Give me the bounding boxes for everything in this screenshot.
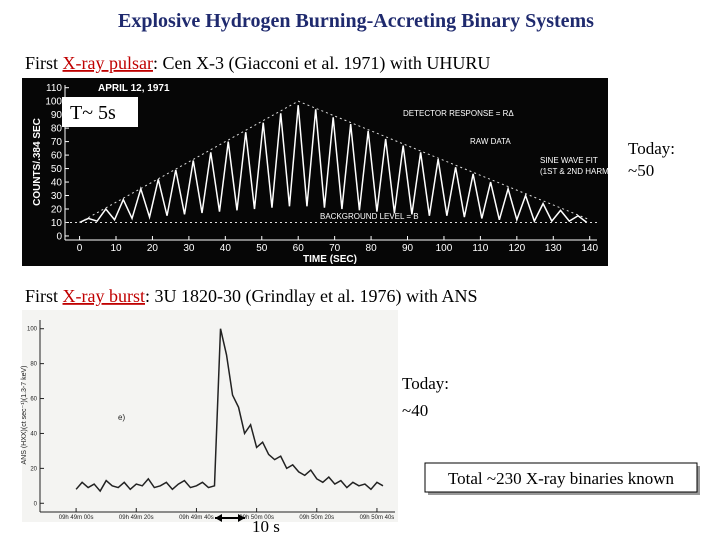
x-tick-label: 09h 50m 20s: [299, 515, 334, 521]
date-label: APRIL 12, 1971: [98, 83, 170, 94]
caption-rest: : 3U 1820-30 (Grindlay et al. 1976) with…: [145, 286, 477, 307]
caption-lead: First: [25, 286, 63, 306]
panel-label: e): [118, 413, 125, 422]
y-tick-label: 30: [51, 191, 63, 202]
annotation: (1ST & 2ND HARMONIC): [540, 167, 632, 176]
y-tick-label: 20: [30, 466, 37, 472]
y-tick-label: 40: [30, 431, 37, 437]
period-note: T~ 5s: [70, 102, 116, 124]
x-tick-label: 120: [508, 243, 525, 254]
x-tick-label: 80: [366, 243, 378, 254]
x-tick-label: 10: [110, 243, 122, 254]
y-axis-label: COUNTS/.384 SEC: [32, 118, 43, 206]
y-tick-label: 100: [45, 97, 62, 108]
today-value: ~50: [628, 161, 654, 180]
x-tick-label: 09h 50m 00s: [239, 515, 274, 521]
x-tick-label: 09h 49m 40s: [179, 515, 214, 521]
caption-lead: First: [25, 53, 63, 73]
x-tick-label: 09h 49m 20s: [119, 515, 154, 521]
x-tick-label: 09h 49m 00s: [59, 515, 94, 521]
x-tick-label: 30: [183, 243, 195, 254]
x-tick-label: 60: [293, 243, 305, 254]
today-label: Today:: [402, 374, 449, 393]
x-tick-label: 09h 50m 40s: [360, 515, 395, 521]
arrow-heads: [215, 514, 245, 522]
x-tick-label: 100: [436, 243, 453, 254]
annotation: DETECTOR RESPONSE = RΔ: [403, 109, 514, 118]
annotation: SINE WAVE FIT: [540, 156, 598, 165]
y-tick-label: 0: [34, 501, 38, 507]
y-tick-label: 50: [51, 164, 63, 175]
y-tick-label: 100: [27, 327, 38, 333]
data-line: [79, 105, 588, 224]
x-tick-label: 40: [220, 243, 232, 254]
y-tick-label: 90: [51, 110, 63, 121]
caption: First X-ray burst: 3U 1820-30 (Grindlay …: [25, 286, 477, 307]
data-line: [75, 328, 384, 493]
x-tick-label: 0: [77, 243, 83, 254]
slide-title: Explosive Hydrogen Burning-Accreting Bin…: [118, 10, 594, 32]
caption-link: X-ray pulsar: [63, 53, 153, 73]
y-tick-label: 60: [51, 150, 63, 161]
x-tick-label: 90: [402, 243, 414, 254]
total-text: Total ~230 X-ray binaries known: [448, 469, 675, 488]
scale-note: 10 s: [252, 517, 280, 536]
x-axis-label: TIME (SEC): [303, 254, 357, 265]
caption-rest: : Cen X-3 (Giacconi et al. 1971) with UH…: [153, 53, 490, 74]
y-tick-label: 60: [30, 397, 37, 403]
x-tick-label: 130: [545, 243, 562, 254]
x-tick-label: 140: [581, 243, 598, 254]
pulsar-figure: 0 10 20 30 40 50 60 70 80 90 100 110 120 130 140 0 10 20 3…: [32, 83, 632, 265]
today-value: ~40: [402, 401, 428, 420]
x-tick-label: 50: [256, 243, 268, 254]
y-tick-label: 20: [51, 204, 63, 215]
caption-link: X-ray burst: [63, 286, 145, 306]
x-tick-label: 110: [472, 243, 488, 254]
y-tick-label: 80: [51, 123, 63, 134]
y-tick-label: 110: [46, 83, 62, 94]
y-tick-label: 10: [51, 218, 63, 229]
y-tick-label: 0: [56, 231, 62, 242]
total-box: [424, 462, 698, 493]
y-tick-label: 40: [51, 177, 63, 188]
y-tick-label: 70: [51, 137, 63, 148]
burst-figure: 09h 49m 00s 09h 49m 20s 09h 49m 40s 09h 50m…: [21, 320, 395, 521]
x-tick-label: 20: [147, 243, 159, 254]
today-label: Today:: [628, 139, 675, 158]
annotation: RAW DATA: [470, 137, 511, 146]
x-tick-label: 70: [329, 243, 341, 254]
detector-response: [79, 100, 590, 223]
annotation: BACKGROUND LEVEL = B: [320, 212, 419, 221]
y-tick-label: 80: [30, 362, 37, 368]
y-axis-label: ANS (HXX)(ct sec⁻¹)(1.3-7 keV): [21, 366, 28, 465]
note-box: [62, 97, 138, 127]
caption: First X-ray pulsar: Cen X-3 (Giacconi et…: [25, 53, 490, 74]
figure-background: [22, 310, 398, 522]
